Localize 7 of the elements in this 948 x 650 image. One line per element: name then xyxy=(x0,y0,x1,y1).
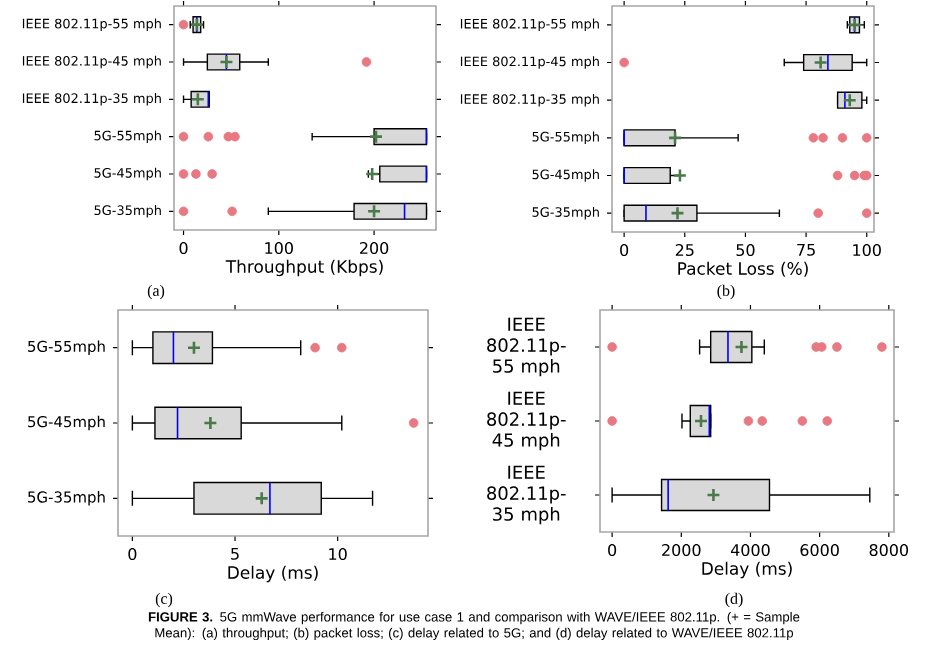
x-axis-title: Delay (ms) xyxy=(702,561,792,579)
x-axis-title: Throughput (Kbps) xyxy=(225,259,383,277)
x-axis-title: Packet Loss (%) xyxy=(678,261,808,277)
x-axis-title: Delay (ms) xyxy=(228,565,318,583)
y-tick-label: IEEE 802.11p-55 mph xyxy=(487,317,566,377)
y-tick-label: IEEE 802.11p-45 mph xyxy=(487,391,566,451)
y-tick-label: IEEE 802.11p-35 mph xyxy=(487,465,566,525)
